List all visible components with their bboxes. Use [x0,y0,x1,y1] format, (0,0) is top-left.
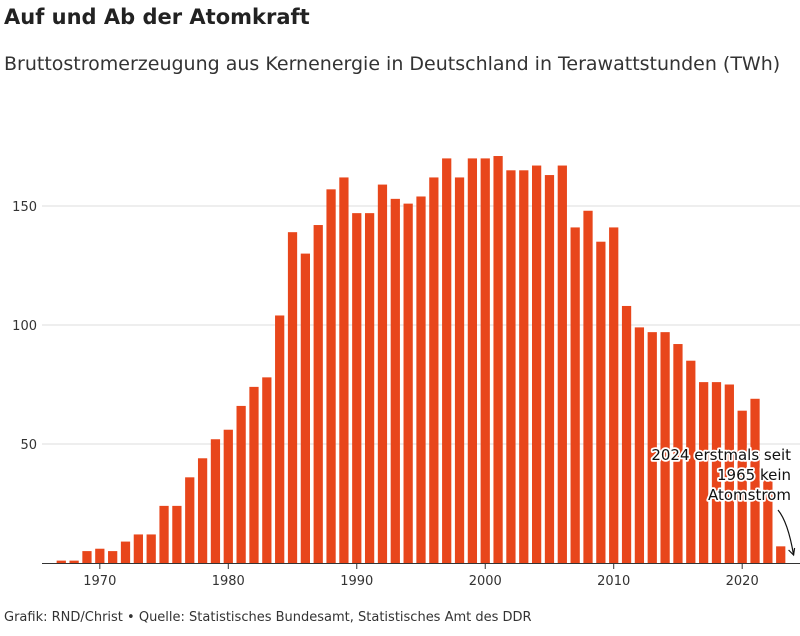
bar-1970 [95,548,105,563]
bar-2007 [570,227,580,564]
annotation-arrow [777,509,795,556]
annotation-text-line-3: Atomstrom [708,486,791,504]
annotation-text-line-1: 2024 erstmals seit [651,446,791,464]
bar-2008 [583,210,593,563]
bar-1976 [172,505,182,563]
bar-1986 [300,253,310,563]
bar-1968 [69,560,79,563]
bar-2015 [673,344,683,563]
bar-2003 [519,170,529,564]
bar-1991 [364,213,375,563]
bar-1972 [120,541,131,563]
bar-1990 [352,213,362,563]
x-tick-label-1970: 1970 [83,574,116,589]
bar-1967 [56,560,66,563]
axes: 50 100 150 1970 1980 1990 2000 2010 2020 [12,200,800,589]
bar-2005 [544,175,555,563]
bar-1979 [210,439,221,563]
bar-2000 [480,158,490,563]
bar-1973 [133,534,143,563]
bar-1982 [249,386,259,563]
bars [56,156,786,564]
bar-2004 [532,165,542,564]
bar-1999 [467,158,478,563]
bar-2014 [660,332,670,563]
y-tick-label-100: 100 [12,319,37,334]
bar-1983 [262,377,272,563]
x-tick-label-2000: 2000 [469,574,502,589]
bar-1974 [146,534,156,563]
bar-2013 [647,332,657,563]
bar-1977 [185,477,195,563]
bar-1997 [442,158,452,563]
annotation-arrowhead [788,547,796,557]
bar-2011 [621,305,632,563]
x-tick-label-1980: 1980 [212,574,245,589]
annotation: 2024 erstmals seit 1965 kein Atomstrom [650,444,796,557]
x-tick-label-1990: 1990 [340,574,373,589]
bar-2020 [737,410,747,563]
chart-title: Auf und Ab der Atomkraft [4,5,310,29]
chart-subtitle: Bruttostromerzeugung aus Kernenergie in … [4,53,781,75]
bar-2019 [724,384,734,563]
bar-2018 [711,382,722,563]
y-tick-label-50: 50 [20,438,37,453]
bar-1971 [108,551,118,563]
bar-1987 [313,225,323,564]
bar-2016 [686,360,696,563]
bar-1975 [159,505,169,563]
bar-2021 [750,398,760,563]
bar-1978 [197,458,208,563]
bar-1992 [377,184,388,563]
bar-2006 [557,165,567,564]
source-credit: Grafik: RND/Christ • Quelle: Statistisch… [4,610,532,625]
bar-1995 [416,196,426,564]
bar-2010 [609,227,619,564]
bar-2001 [493,156,503,563]
bar-1998 [454,177,465,563]
bar-2009 [596,241,606,563]
annotation-text-line-2: 1965 kein [717,466,791,484]
bar-1996 [429,177,439,563]
bar-1994 [403,203,413,563]
y-tick-label-150: 150 [12,200,37,215]
bar-2017 [699,382,709,563]
bar-2023 [776,546,786,563]
bar-1981 [236,405,246,563]
x-tick-label-2010: 2010 [597,574,630,589]
bar-2012 [634,327,645,563]
bar-1989 [339,177,349,563]
bar-2002 [506,170,516,564]
bar-1969 [82,551,92,563]
bar-1993 [390,198,400,564]
bar-2022 [763,479,773,563]
bar-1988 [326,189,336,563]
x-tick-label-2020: 2020 [726,574,759,589]
bar-1985 [287,232,298,563]
bar-1980 [223,429,233,563]
bar-1984 [275,315,285,563]
